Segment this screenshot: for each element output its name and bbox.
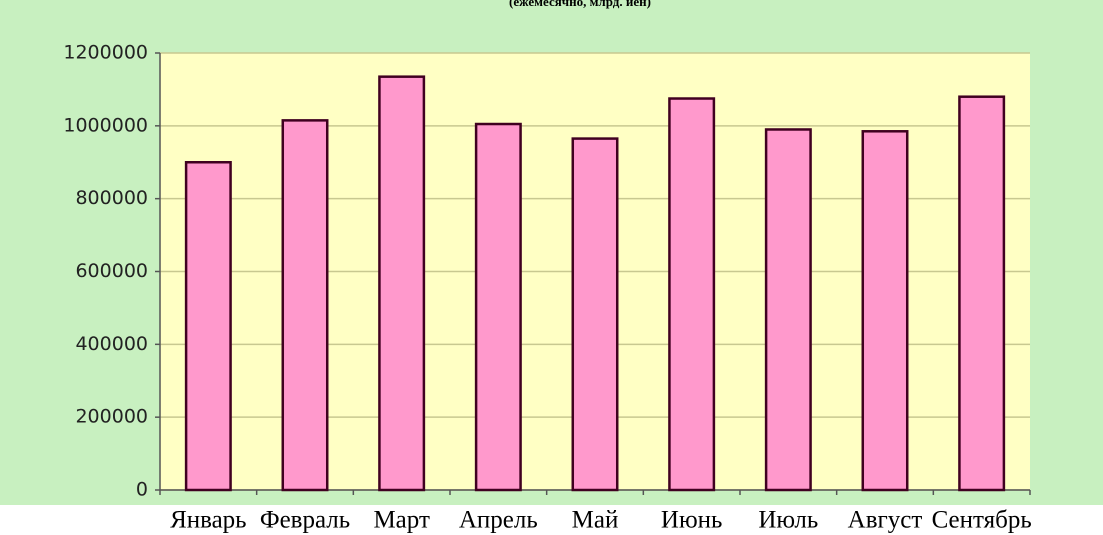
- bar: [764, 128, 812, 492]
- y-tick-label: 1200000: [63, 42, 148, 64]
- x-tick-label: Сентябрь: [932, 507, 1032, 534]
- bar: [281, 119, 329, 492]
- bar: [958, 95, 1006, 492]
- bar: [571, 137, 619, 492]
- y-tick-label: 0: [136, 479, 148, 501]
- bar: [474, 122, 522, 492]
- y-tick-label: 200000: [75, 406, 148, 428]
- x-tick-label: Август: [848, 507, 923, 534]
- y-tick-label: 1000000: [63, 114, 148, 136]
- x-tick-label: Июль: [758, 507, 818, 534]
- bar: [378, 75, 426, 492]
- y-tick-label: 600000: [75, 260, 148, 282]
- chart-title: (ежемесячно, млрд. иен): [509, 0, 651, 9]
- x-tick-label: Февраль: [260, 507, 350, 534]
- bar: [668, 97, 716, 492]
- y-tick-label: 800000: [75, 187, 148, 209]
- x-tick-label: Май: [572, 507, 619, 534]
- bar: [184, 161, 232, 492]
- y-tick-label: 400000: [75, 333, 148, 355]
- x-tick-label: Март: [373, 507, 429, 534]
- x-tick-label: Апрель: [459, 507, 538, 534]
- x-tick-label: Июнь: [661, 507, 723, 534]
- bar: [861, 130, 909, 492]
- x-tick-label: Январь: [170, 507, 247, 534]
